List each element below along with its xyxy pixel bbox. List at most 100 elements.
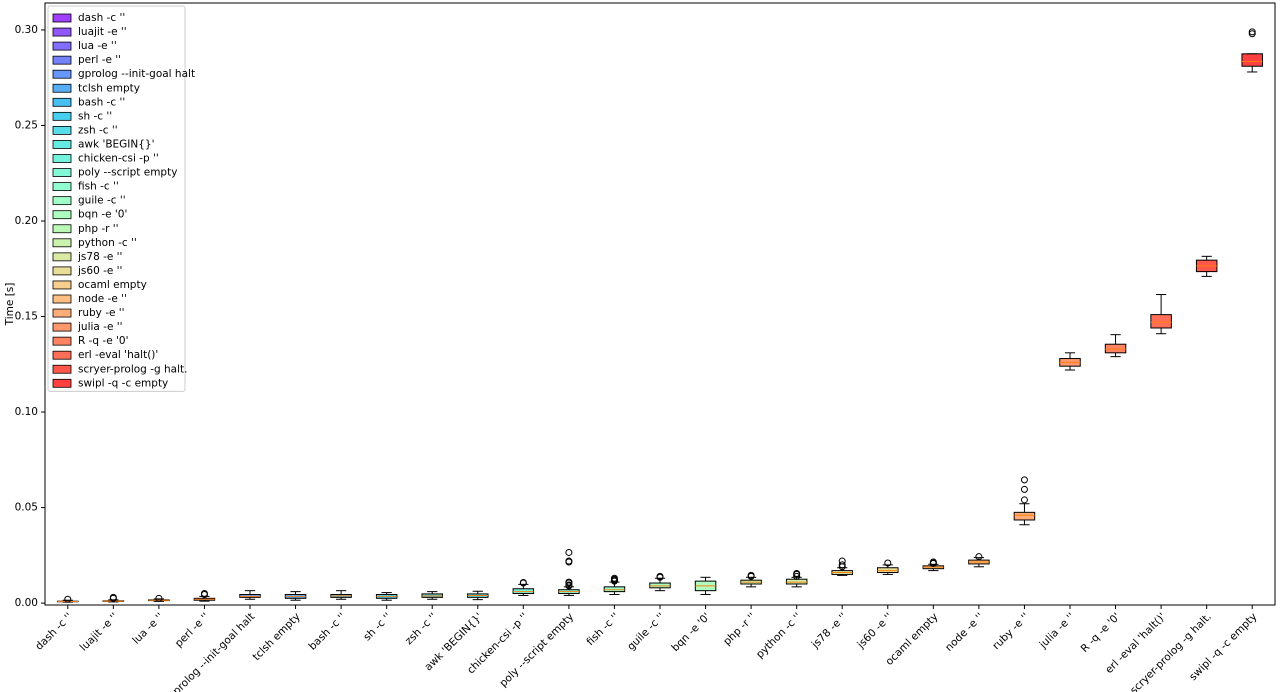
box-group xyxy=(922,558,945,572)
box xyxy=(1013,511,1036,521)
box-group xyxy=(1150,294,1172,335)
legend-swatch xyxy=(52,13,72,23)
x-tick-label: dash -c '' xyxy=(33,611,75,653)
legend-swatch xyxy=(52,168,72,177)
flier xyxy=(1020,476,1028,484)
legend-label: erl -eval 'halt()' xyxy=(78,349,158,361)
legend-label: bash -c '' xyxy=(78,96,125,108)
flier xyxy=(1248,30,1256,38)
legend-label: julia -e '' xyxy=(77,321,123,333)
y-tick-label: 0.20 xyxy=(15,215,38,227)
legend-label: node -e '' xyxy=(78,293,127,305)
flier xyxy=(610,574,618,582)
flier xyxy=(565,581,573,589)
box-group xyxy=(375,592,398,601)
x-tick-label: luajit -e '' xyxy=(78,611,121,654)
box-group xyxy=(1059,352,1081,371)
box-group xyxy=(968,553,990,568)
legend-swatch xyxy=(52,322,72,332)
x-tick-label: fish -c '' xyxy=(584,611,621,648)
legend-swatch xyxy=(52,140,72,149)
y-tick-label: 0.25 xyxy=(15,119,38,131)
legend-swatch xyxy=(52,154,72,163)
flier xyxy=(838,561,846,569)
legend-swatch xyxy=(52,196,72,206)
y-tick-label: 0.10 xyxy=(15,406,38,418)
legend-label: lua -e '' xyxy=(78,40,117,52)
legend-label: sh -c '' xyxy=(78,110,112,122)
box-group xyxy=(740,571,762,588)
legend-label: poly --script empty xyxy=(78,167,177,179)
legend-label: luajit -e '' xyxy=(78,26,127,38)
flier xyxy=(565,548,573,556)
legend-swatch xyxy=(52,97,72,107)
box-group xyxy=(284,591,307,601)
flier xyxy=(838,557,846,565)
legend-swatch xyxy=(52,27,72,37)
legend-label: bqn -e '0' xyxy=(78,209,127,221)
legend-swatch xyxy=(52,364,72,374)
flier xyxy=(1020,485,1028,493)
x-tick-label: sh -c '' xyxy=(361,611,394,644)
x-tick-label: php -r '' xyxy=(721,611,758,648)
legend-swatch xyxy=(52,83,72,93)
x-tick-label: tclsh empty xyxy=(250,611,302,663)
box-group xyxy=(330,590,352,600)
legend-label: js78 -e '' xyxy=(77,251,122,263)
legend-swatch xyxy=(52,111,72,121)
box-group xyxy=(1241,28,1263,73)
box-group xyxy=(512,578,535,596)
x-tick-label: julia -e '' xyxy=(1037,611,1078,652)
flier xyxy=(884,559,892,567)
x-tick-label: lua -e '' xyxy=(130,611,166,647)
box-group xyxy=(831,557,853,576)
box-group xyxy=(558,548,580,596)
legend-label: R -q -e '0' xyxy=(78,335,128,347)
legend-swatch xyxy=(52,126,72,135)
x-tick-label: bqn -e '0' xyxy=(669,611,712,654)
y-tick-label: 0.30 xyxy=(15,24,38,36)
flier xyxy=(975,553,983,561)
legend: dash -c '' luajit -e '' lua -e '' perl -e '… xyxy=(47,5,195,392)
legend-label: php -r '' xyxy=(78,223,119,235)
flier xyxy=(747,571,755,579)
plot-frame xyxy=(44,2,1276,606)
box-group xyxy=(239,590,261,600)
x-tick-label: guile -c '' xyxy=(625,611,667,653)
flier xyxy=(155,594,163,602)
box-group xyxy=(421,591,443,600)
flier xyxy=(656,572,664,580)
flier xyxy=(519,578,527,586)
flier xyxy=(929,558,937,566)
legend-label: js60 -e '' xyxy=(77,265,122,277)
flier xyxy=(793,569,801,577)
y-tick-label: 0.15 xyxy=(15,311,38,323)
flier xyxy=(1020,496,1028,504)
legend-swatch xyxy=(52,182,72,192)
legend-swatch xyxy=(52,224,72,234)
legend-swatch xyxy=(52,55,72,65)
legend-label: awk 'BEGIN{}' xyxy=(78,138,155,150)
flier xyxy=(565,578,573,586)
legend-swatch xyxy=(52,378,72,388)
legend-swatch xyxy=(52,252,72,262)
legend-label: swipl -q -c empty xyxy=(78,377,168,389)
y-tick-label: 0.05 xyxy=(15,502,38,514)
box-group xyxy=(1104,334,1127,358)
x-tick-label: bash -c '' xyxy=(306,611,348,653)
box-group xyxy=(467,590,489,601)
legend-swatch xyxy=(52,308,72,318)
box-group xyxy=(694,576,717,595)
y-tick-label: 0.00 xyxy=(15,597,38,609)
box xyxy=(1241,53,1263,67)
y-axis-label: Time [s] xyxy=(4,283,16,327)
box-group xyxy=(785,569,808,588)
x-tick-label: zsh -c '' xyxy=(403,611,440,648)
flier xyxy=(1248,28,1256,36)
legend-label: python -c '' xyxy=(78,237,137,249)
legend-label: scryer-prolog -g halt. xyxy=(78,363,187,375)
x-tick-label: R -q -e '0' xyxy=(1079,611,1123,655)
legend-label: fish -c '' xyxy=(78,181,119,193)
